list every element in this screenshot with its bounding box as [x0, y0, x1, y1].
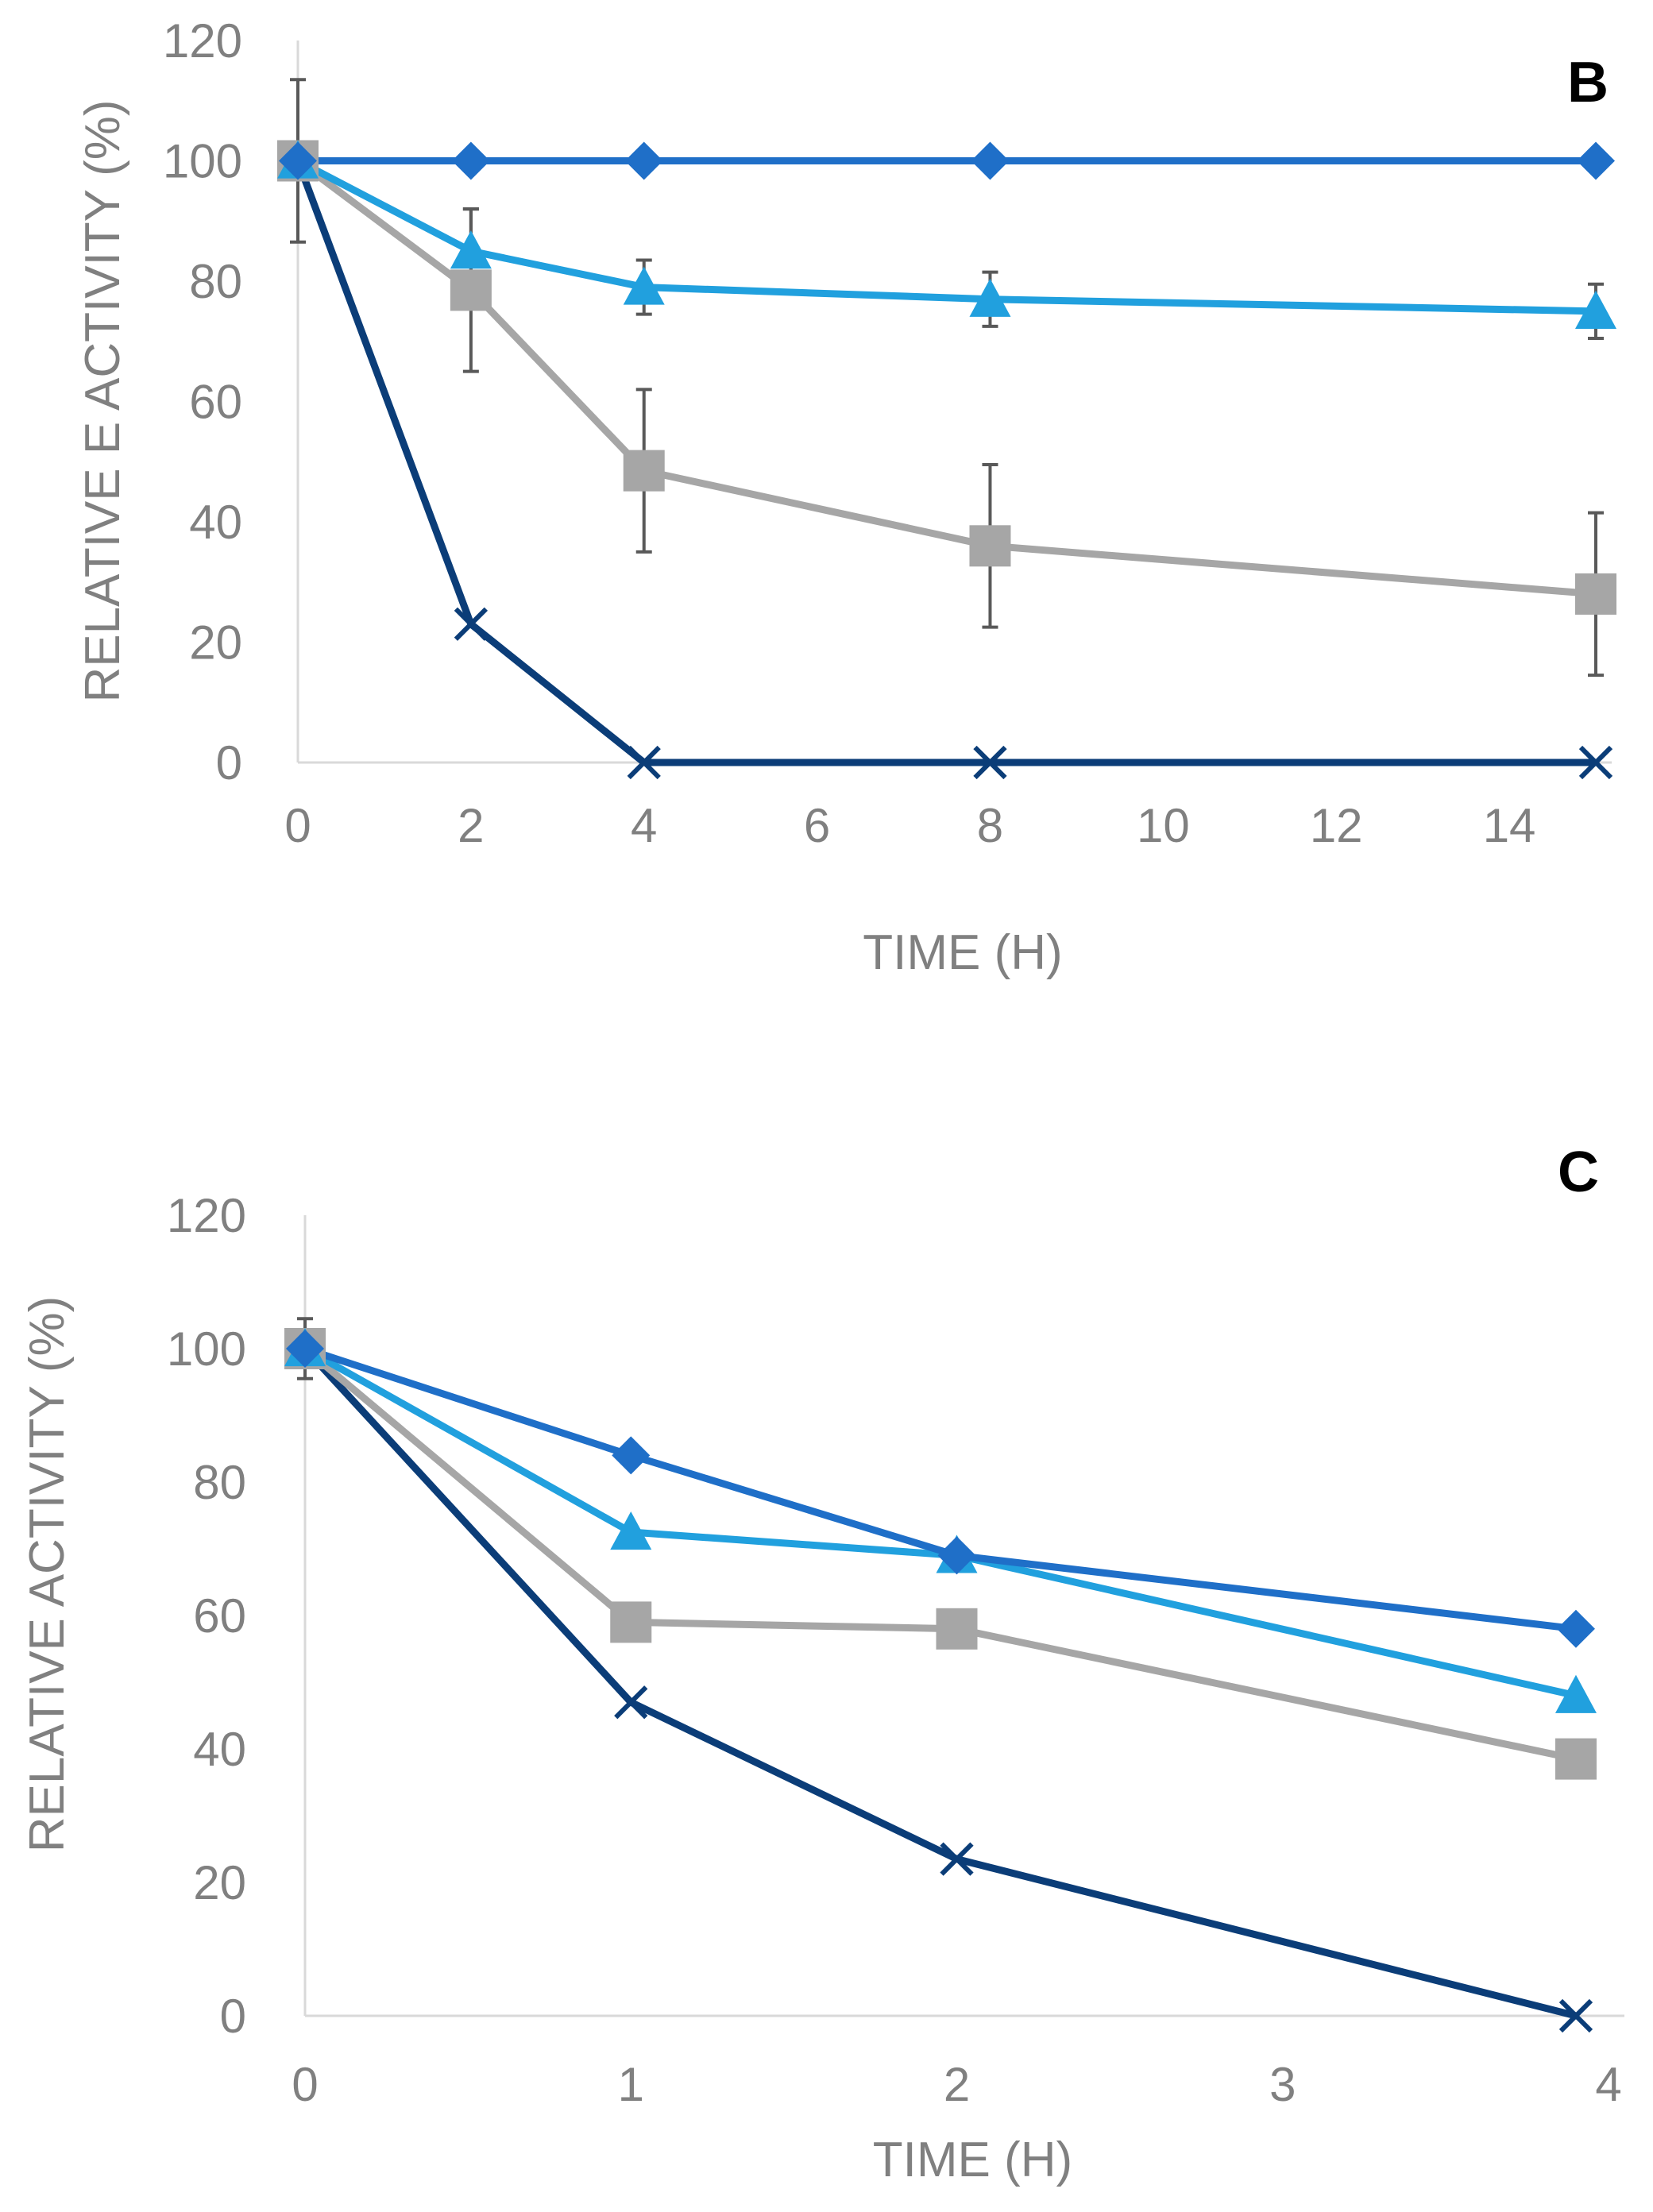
data-point-x	[940, 1842, 974, 1876]
y-tick-label: 60	[189, 376, 242, 429]
y-axis-title: RELATIVE E ACTIVITY (%)	[75, 99, 130, 702]
y-tick-label: 60	[193, 1589, 246, 1643]
series-line-square	[303, 1345, 1577, 1763]
y-tick-label: 20	[189, 616, 242, 670]
data-point-square	[623, 450, 665, 492]
x-tick-label: 6	[804, 799, 830, 852]
data-point-x	[973, 745, 1007, 780]
data-point-square	[969, 525, 1011, 567]
data-point-x	[1558, 1998, 1593, 2033]
x-tick-label: 4	[631, 799, 657, 852]
y-tick-label: 120	[163, 14, 242, 68]
x-tick-label: 0	[292, 2058, 318, 2111]
y-axis-title: RELATIVE ACTIVITY (%)	[20, 1296, 75, 1853]
x-tick-label: 0	[284, 799, 311, 852]
series-line-diamond	[303, 1345, 1577, 1633]
x-tick-label: 2	[458, 799, 484, 852]
x-tick-label: 14	[1483, 799, 1536, 852]
data-point-diamond	[624, 141, 663, 180]
data-point-diamond	[1556, 1609, 1595, 1648]
data-point-triangle	[623, 266, 665, 305]
y-tick-label: 40	[189, 496, 242, 549]
series-line-triangle	[303, 1345, 1577, 1700]
data-point-diamond	[971, 141, 1010, 180]
y-tick-label: 0	[216, 736, 242, 789]
data-point-triangle	[1575, 290, 1616, 329]
x-tick-label: 3	[1269, 2058, 1296, 2111]
x-tick-label: 12	[1310, 799, 1363, 852]
data-point-square	[450, 269, 492, 311]
data-point-diamond	[451, 141, 490, 180]
data-point-triangle	[450, 230, 492, 269]
data-point-triangle	[969, 278, 1011, 317]
y-tick-label: 20	[193, 1856, 246, 1909]
y-tick-label: 40	[193, 1723, 246, 1776]
data-point-x	[1578, 745, 1613, 780]
data-point-square	[1555, 1738, 1597, 1780]
data-point-square	[1575, 573, 1616, 615]
data-point-square	[936, 1608, 978, 1650]
data-point-diamond	[612, 1436, 651, 1475]
data-point-square	[610, 1601, 652, 1643]
data-point-diamond	[937, 1536, 976, 1575]
x-tick-label: 1	[618, 2058, 644, 2111]
y-tick-label: 120	[167, 1189, 246, 1242]
data-point-triangle	[610, 1511, 652, 1550]
x-axis-title: TIME (H)	[873, 2133, 1072, 2187]
x-tick-label: 2	[944, 2058, 970, 2111]
data-point-diamond	[1577, 141, 1615, 180]
y-tick-label: 80	[189, 255, 242, 308]
x-axis-title: TIME (H)	[863, 925, 1062, 980]
data-point-x	[454, 607, 488, 641]
x-tick-label: 4	[1595, 2058, 1621, 2111]
panel-b: 0 20 40 60 80 100 120 0 2 4 6 8 10 12 14 TIME (H) RELATI…	[75, 14, 1616, 980]
data-point-triangle	[1555, 1674, 1597, 1713]
panel-c: 0 20 40 60 80 100 120 0 1 2 3 4 TIME (H) RELATIVE ACT…	[20, 1141, 1624, 2187]
x-tick-label: 10	[1137, 799, 1190, 852]
x-tick-label: 8	[977, 799, 1003, 852]
y-tick-label: 0	[220, 1990, 246, 2043]
y-tick-label: 100	[167, 1322, 246, 1376]
data-point-x	[627, 745, 661, 780]
y-tick-label: 80	[193, 1456, 246, 1509]
y-tick-label: 100	[163, 135, 242, 188]
panel-label: C	[1558, 1141, 1599, 1204]
data-point-diamond	[279, 141, 317, 180]
series-line-x	[302, 1345, 1578, 2020]
data-point-diamond	[286, 1330, 324, 1368]
data-point-x	[614, 1685, 648, 1720]
panel-label: B	[1567, 51, 1609, 114]
